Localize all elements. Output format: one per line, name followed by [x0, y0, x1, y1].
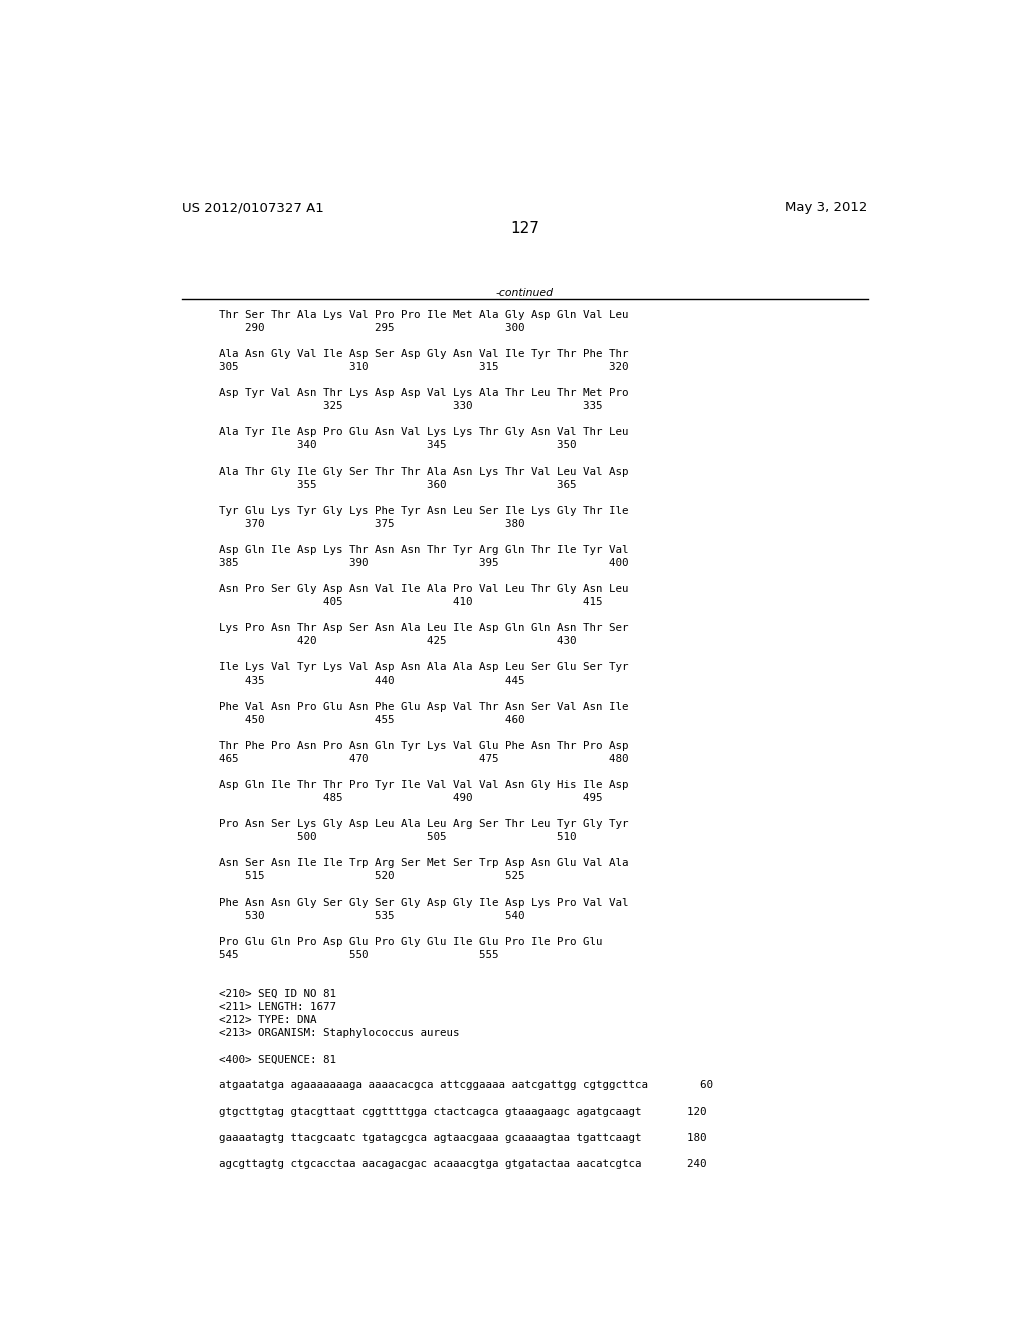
Text: 420                 425                 430: 420 425 430 [219, 636, 577, 647]
Text: 530                 535                 540: 530 535 540 [219, 911, 524, 920]
Text: 450                 455                 460: 450 455 460 [219, 714, 524, 725]
Text: agcgttagtg ctgcacctaa aacagacgac acaaacgtga gtgatactaa aacatcgtca       240: agcgttagtg ctgcacctaa aacagacgac acaaacg… [219, 1159, 707, 1168]
Text: 305                 310                 315                 320: 305 310 315 320 [219, 362, 629, 372]
Text: Asp Gln Ile Thr Thr Pro Tyr Ile Val Val Val Asn Gly His Ile Asp: Asp Gln Ile Thr Thr Pro Tyr Ile Val Val … [219, 780, 629, 791]
Text: atgaatatga agaaaaaaaga aaaacacgca attcggaaaa aatcgattgg cgtggcttca        60: atgaatatga agaaaaaaaga aaaacacgca attcgg… [219, 1081, 714, 1090]
Text: 485                 490                 495: 485 490 495 [219, 793, 603, 803]
Text: May 3, 2012: May 3, 2012 [785, 201, 867, 214]
Text: 370                 375                 380: 370 375 380 [219, 519, 524, 529]
Text: <211> LENGTH: 1677: <211> LENGTH: 1677 [219, 1002, 336, 1012]
Text: Lys Pro Asn Thr Asp Ser Asn Ala Leu Ile Asp Gln Gln Asn Thr Ser: Lys Pro Asn Thr Asp Ser Asn Ala Leu Ile … [219, 623, 629, 634]
Text: Tyr Glu Lys Tyr Gly Lys Phe Tyr Asn Leu Ser Ile Lys Gly Thr Ile: Tyr Glu Lys Tyr Gly Lys Phe Tyr Asn Leu … [219, 506, 629, 516]
Text: Pro Asn Ser Lys Gly Asp Leu Ala Leu Arg Ser Thr Leu Tyr Gly Tyr: Pro Asn Ser Lys Gly Asp Leu Ala Leu Arg … [219, 820, 629, 829]
Text: 340                 345                 350: 340 345 350 [219, 441, 577, 450]
Text: <213> ORGANISM: Staphylococcus aureus: <213> ORGANISM: Staphylococcus aureus [219, 1028, 460, 1039]
Text: 325                 330                 335: 325 330 335 [219, 401, 603, 412]
Text: Asp Tyr Val Asn Thr Lys Asp Asp Val Lys Ala Thr Leu Thr Met Pro: Asp Tyr Val Asn Thr Lys Asp Asp Val Lys … [219, 388, 629, 399]
Text: Pro Glu Gln Pro Asp Glu Pro Gly Glu Ile Glu Pro Ile Pro Glu: Pro Glu Gln Pro Asp Glu Pro Gly Glu Ile … [219, 937, 603, 946]
Text: Thr Phe Pro Asn Pro Asn Gln Tyr Lys Val Glu Phe Asn Thr Pro Asp: Thr Phe Pro Asn Pro Asn Gln Tyr Lys Val … [219, 741, 629, 751]
Text: <400> SEQUENCE: 81: <400> SEQUENCE: 81 [219, 1055, 336, 1064]
Text: -continued: -continued [496, 289, 554, 298]
Text: <210> SEQ ID NO 81: <210> SEQ ID NO 81 [219, 989, 336, 999]
Text: Asn Ser Asn Ile Ile Trp Arg Ser Met Ser Trp Asp Asn Glu Val Ala: Asn Ser Asn Ile Ile Trp Arg Ser Met Ser … [219, 858, 629, 869]
Text: gaaaatagtg ttacgcaatc tgatagcgca agtaacgaaa gcaaaagtaa tgattcaagt       180: gaaaatagtg ttacgcaatc tgatagcgca agtaacg… [219, 1133, 707, 1143]
Text: Asn Pro Ser Gly Asp Asn Val Ile Ala Pro Val Leu Thr Gly Asn Leu: Asn Pro Ser Gly Asp Asn Val Ile Ala Pro … [219, 585, 629, 594]
Text: 545                 550                 555: 545 550 555 [219, 950, 499, 960]
Text: 435                 440                 445: 435 440 445 [219, 676, 524, 685]
Text: Phe Val Asn Pro Glu Asn Phe Glu Asp Val Thr Asn Ser Val Asn Ile: Phe Val Asn Pro Glu Asn Phe Glu Asp Val … [219, 702, 629, 711]
Text: 355                 360                 365: 355 360 365 [219, 479, 577, 490]
Text: Thr Ser Thr Ala Lys Val Pro Pro Ile Met Ala Gly Asp Gln Val Leu: Thr Ser Thr Ala Lys Val Pro Pro Ile Met … [219, 310, 629, 319]
Text: 515                 520                 525: 515 520 525 [219, 871, 524, 882]
Text: 405                 410                 415: 405 410 415 [219, 597, 603, 607]
Text: 127: 127 [510, 222, 540, 236]
Text: Ala Thr Gly Ile Gly Ser Thr Thr Ala Asn Lys Thr Val Leu Val Asp: Ala Thr Gly Ile Gly Ser Thr Thr Ala Asn … [219, 466, 629, 477]
Text: 385                 390                 395                 400: 385 390 395 400 [219, 558, 629, 568]
Text: Ala Tyr Ile Asp Pro Glu Asn Val Lys Lys Thr Gly Asn Val Thr Leu: Ala Tyr Ile Asp Pro Glu Asn Val Lys Lys … [219, 428, 629, 437]
Text: <212> TYPE: DNA: <212> TYPE: DNA [219, 1015, 316, 1026]
Text: Asp Gln Ile Asp Lys Thr Asn Asn Thr Tyr Arg Gln Thr Ile Tyr Val: Asp Gln Ile Asp Lys Thr Asn Asn Thr Tyr … [219, 545, 629, 554]
Text: 465                 470                 475                 480: 465 470 475 480 [219, 754, 629, 764]
Text: US 2012/0107327 A1: US 2012/0107327 A1 [182, 201, 324, 214]
Text: 290                 295                 300: 290 295 300 [219, 323, 524, 333]
Text: gtgcttgtag gtacgttaat cggttttgga ctactcagca gtaaagaagc agatgcaagt       120: gtgcttgtag gtacgttaat cggttttgga ctactca… [219, 1106, 707, 1117]
Text: Ala Asn Gly Val Ile Asp Ser Asp Gly Asn Val Ile Tyr Thr Phe Thr: Ala Asn Gly Val Ile Asp Ser Asp Gly Asn … [219, 348, 629, 359]
Text: 500                 505                 510: 500 505 510 [219, 833, 577, 842]
Text: Phe Asn Asn Gly Ser Gly Ser Gly Asp Gly Ile Asp Lys Pro Val Val: Phe Asn Asn Gly Ser Gly Ser Gly Asp Gly … [219, 898, 629, 908]
Text: Ile Lys Val Tyr Lys Val Asp Asn Ala Ala Asp Leu Ser Glu Ser Tyr: Ile Lys Val Tyr Lys Val Asp Asn Ala Ala … [219, 663, 629, 672]
